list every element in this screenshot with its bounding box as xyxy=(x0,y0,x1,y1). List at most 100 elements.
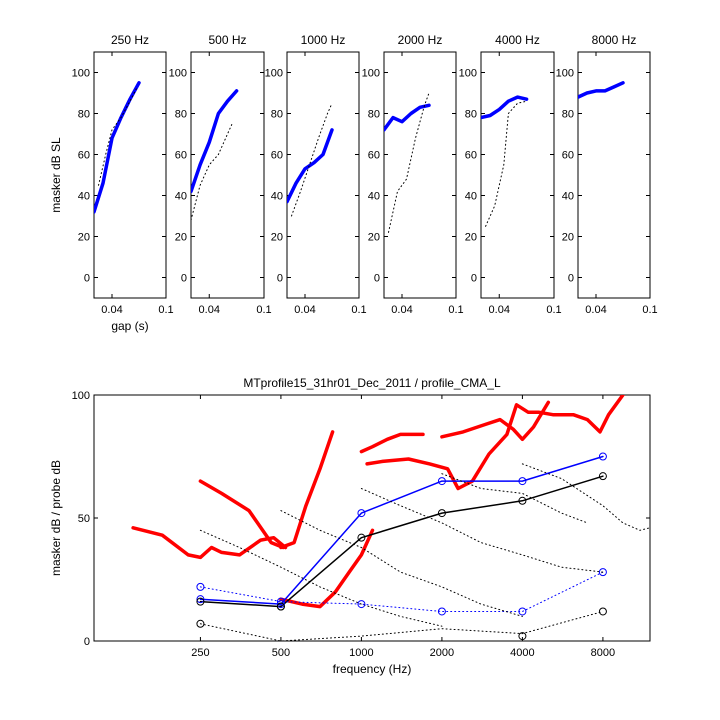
y-axis-label: masker dB / probe dB xyxy=(49,460,63,576)
y-tick-label: 50 xyxy=(78,513,90,525)
y-tick-label: 60 xyxy=(465,150,477,162)
y-tick-label: 60 xyxy=(271,150,283,162)
y-tick-label: 40 xyxy=(368,191,380,203)
y-tick-label: 80 xyxy=(271,109,283,121)
chart-title: 500 Hz xyxy=(208,33,246,47)
data-point-marker xyxy=(518,632,527,641)
axes-box xyxy=(190,51,265,299)
data-point-marker xyxy=(357,509,366,518)
y-tick-label: 100 xyxy=(72,390,90,402)
y-tick-label: 20 xyxy=(175,232,187,244)
data-point-marker xyxy=(196,619,205,628)
y-tick-label: 0 xyxy=(84,273,90,285)
y-tick-label: 100 xyxy=(556,68,574,80)
chart-panel-1: 0 20 40 60 80 100 0.04 0.1 500 Hz xyxy=(169,33,272,316)
axes-box xyxy=(383,51,457,299)
plot-area xyxy=(191,89,239,221)
series-line-dotted xyxy=(199,529,443,627)
x-tick-label: 8000 xyxy=(591,647,615,659)
axes-box xyxy=(93,394,651,642)
plot-area xyxy=(131,395,650,641)
y-axis-label: masker dB SL xyxy=(49,137,63,213)
x-tick-label: 0.1 xyxy=(351,304,366,316)
y-tick-label: 0 xyxy=(84,636,90,648)
series-line-dotted xyxy=(199,611,604,641)
y-tick-label: 20 xyxy=(562,232,574,244)
data-point-marker xyxy=(196,597,205,606)
data-point-marker xyxy=(518,607,527,616)
series-line-dotted xyxy=(360,488,604,573)
y-tick-label: 60 xyxy=(78,150,90,162)
data-point-marker xyxy=(598,568,607,577)
y-tick-label: 80 xyxy=(562,109,574,121)
chart-title: MTprofile15_31hr01_Dec_2011 / profile_CM… xyxy=(243,376,501,390)
data-point-marker xyxy=(598,472,607,481)
series-line-solid-thick xyxy=(440,400,551,442)
plot-area xyxy=(94,81,141,214)
plot-area xyxy=(578,81,625,99)
chart-panel-5: 0 20 40 60 80 100 0.04 0.1 8000 Hz xyxy=(556,33,658,316)
data-point-marker xyxy=(437,477,446,486)
x-tick-label: 500 xyxy=(272,647,290,659)
chart-title: 4000 Hz xyxy=(495,33,540,47)
data-point-marker xyxy=(518,477,527,486)
x-tick-label: 1000 xyxy=(349,647,373,659)
y-tick-label: 20 xyxy=(368,232,380,244)
series-line-solid xyxy=(199,455,604,605)
data-point-marker xyxy=(276,600,285,609)
y-tick-label: 0 xyxy=(374,273,380,285)
x-tick-label: 0.1 xyxy=(642,304,657,316)
x-tick-label: 0.04 xyxy=(199,304,220,316)
series-line-dotted xyxy=(280,510,523,617)
x-tick-label: 0.1 xyxy=(256,304,271,316)
y-tick-label: 100 xyxy=(362,68,380,80)
chart-panel-2: 0 20 40 60 80 100 0.04 0.1 1000 Hz xyxy=(265,33,367,316)
chart-panel-4: 0 20 40 60 80 100 0.04 0.1 4000 Hz xyxy=(459,33,562,316)
x-tick-label: 2000 xyxy=(430,647,454,659)
x-axis-label: frequency (Hz) xyxy=(333,662,412,676)
y-tick-label: 40 xyxy=(78,191,90,203)
y-tick-label: 0 xyxy=(568,273,574,285)
axes-box xyxy=(286,51,360,299)
series-line-solid-thick xyxy=(191,89,239,194)
x-axis-label: gap (s) xyxy=(111,319,148,333)
y-tick-label: 40 xyxy=(562,191,574,203)
series-line-solid-thick xyxy=(359,432,425,454)
y-tick-label: 0 xyxy=(181,273,187,285)
series-line-solid-thick xyxy=(578,81,625,99)
data-point-marker xyxy=(276,597,285,606)
y-tick-label: 40 xyxy=(465,191,477,203)
y-tick-label: 60 xyxy=(175,150,187,162)
x-tick-label: 0.1 xyxy=(448,304,463,316)
data-point-marker xyxy=(518,496,527,505)
y-tick-label: 40 xyxy=(271,191,283,203)
y-tick-label: 80 xyxy=(78,109,90,121)
axes-box xyxy=(577,51,651,299)
x-tick-label: 0.04 xyxy=(391,304,412,316)
series-line-dotted xyxy=(291,102,333,217)
x-tick-label: 0.04 xyxy=(294,304,315,316)
series-line-solid-thick xyxy=(365,395,625,491)
y-tick-label: 20 xyxy=(271,232,283,244)
x-tick-label: 0.04 xyxy=(585,304,606,316)
data-point-marker xyxy=(196,595,205,604)
series-line-solid-thick xyxy=(94,81,141,214)
chart-title: 8000 Hz xyxy=(592,33,637,47)
chart-panel-3: 0 20 40 60 80 100 0.04 0.1 2000 Hz xyxy=(362,33,464,316)
data-point-marker xyxy=(357,533,366,542)
data-point-marker xyxy=(598,607,607,616)
plot-area xyxy=(481,95,529,227)
y-tick-label: 100 xyxy=(72,68,90,80)
data-point-marker xyxy=(196,582,205,591)
series-line-dotted xyxy=(441,473,588,524)
series-line-solid-thick xyxy=(279,430,335,550)
y-tick-label: 20 xyxy=(465,232,477,244)
x-tick-label: 0.04 xyxy=(489,304,510,316)
chart-title: 1000 Hz xyxy=(301,33,346,47)
y-tick-label: 40 xyxy=(175,191,187,203)
data-point-marker xyxy=(437,607,446,616)
series-line-solid xyxy=(199,475,604,608)
chart-panel-0: 0 20 40 60 80 100 0.04 0.1 250 Hz gap (s) masker d… xyxy=(49,33,174,333)
chart-panel-6: 0 50 100 250 500 1000 2000 4000 8000 MTprofile15_… xyxy=(49,376,651,676)
x-tick-label: 0.1 xyxy=(546,304,561,316)
